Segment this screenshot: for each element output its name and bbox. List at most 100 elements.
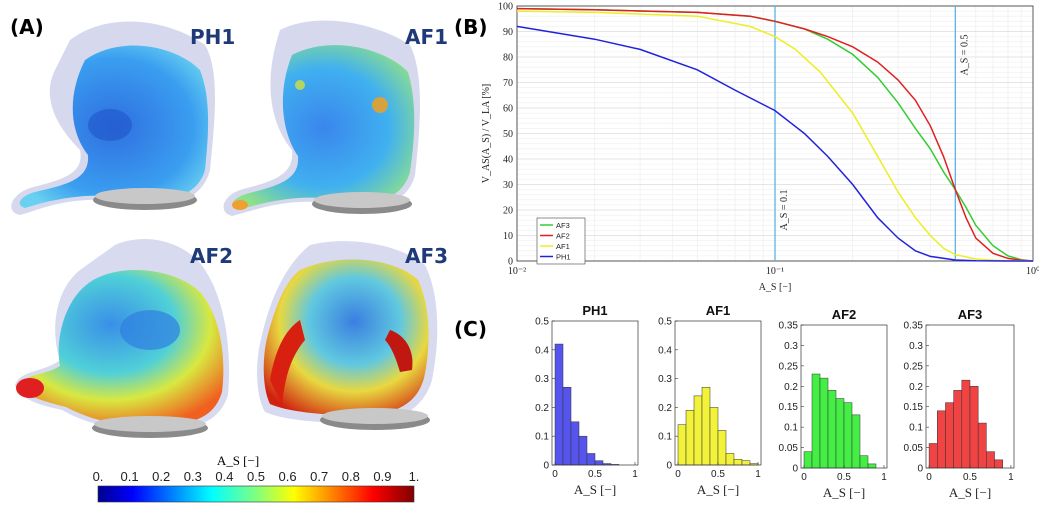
series-line-ph1 bbox=[516, 25, 1033, 262]
histogram-bar bbox=[578, 435, 588, 466]
y-tick-label: 0.35 bbox=[904, 321, 924, 332]
colorbar-tick-label: 1. bbox=[409, 469, 420, 484]
y-tick-label: 0.3 bbox=[658, 374, 672, 385]
histogram-bar bbox=[977, 422, 987, 469]
x-tick-label: 0.5 bbox=[588, 469, 602, 480]
histogram-af1: AF1 0 0.1 0.2 0.3 0.4 0.5 0 0.5 1 A_S [−] bbox=[658, 303, 762, 497]
x-tick-label: 10⁰ bbox=[1026, 266, 1039, 277]
histogram-bar bbox=[586, 453, 596, 466]
histogram-bar bbox=[827, 390, 837, 469]
colorbar-tick-label: 0.7 bbox=[310, 469, 328, 484]
y-tick-label: 0.4 bbox=[535, 345, 549, 356]
y-tick-label: 0.35 bbox=[779, 321, 799, 332]
histogram-bar bbox=[961, 379, 971, 469]
y-axis-label: V_AS(A_S) / V_LA [%] bbox=[481, 84, 492, 184]
histogram-af3: AF3 0 0.05 0.1 0.15 0.2 0.25 0.3 0.35 0 0.5 1 A_S [−… bbox=[904, 307, 1015, 500]
colorbar-tick-label: 0.6 bbox=[279, 469, 297, 484]
x-axis-label: A_S [−] bbox=[574, 482, 616, 497]
series-line-af1 bbox=[516, 10, 1034, 262]
histogram-title: AF2 bbox=[832, 307, 857, 322]
x-tick-label: 1 bbox=[1008, 472, 1014, 483]
x-axis-label: A_S [−] bbox=[823, 485, 865, 500]
panel-b-letter: (B) bbox=[454, 15, 488, 39]
y-tick-label: 30 bbox=[503, 180, 513, 191]
y-tick-label: 50 bbox=[503, 129, 513, 140]
y-tick-label: 70 bbox=[503, 78, 513, 89]
x-tick-label: 0 bbox=[801, 472, 807, 483]
y-tick-label: 40 bbox=[503, 155, 513, 166]
histogram-bar bbox=[867, 463, 877, 469]
histogram-title: AF1 bbox=[706, 303, 731, 318]
y-tick-label: 0.25 bbox=[904, 361, 924, 372]
atrium-render-ph1 bbox=[11, 21, 215, 216]
chart-c-histograms: PH1 0 0.1 0.2 0.3 0.4 0.5 0 0.5 1 A_S [−] AF1 0 0.1 0.… bbox=[535, 303, 1015, 500]
y-tick-label: 0 bbox=[792, 464, 798, 475]
y-tick-label: 0.3 bbox=[909, 341, 923, 352]
y-tick-label: 0.4 bbox=[658, 345, 672, 356]
y-tick-label: 0.15 bbox=[904, 402, 924, 413]
colorbar-tick-label: 0.5 bbox=[247, 469, 265, 484]
histogram-bar bbox=[562, 386, 572, 466]
colorbar-tick-label: 0.9 bbox=[373, 469, 391, 484]
histogram-bar bbox=[701, 386, 711, 466]
atrium-render-af3 bbox=[257, 241, 438, 430]
histogram-bar bbox=[594, 460, 604, 466]
y-tick-label: 10 bbox=[503, 231, 513, 242]
histogram-bar bbox=[803, 451, 813, 469]
y-tick-label: 0.5 bbox=[658, 317, 672, 328]
histogram-bar bbox=[851, 414, 861, 469]
histogram-ph1: PH1 0 0.1 0.2 0.3 0.4 0.5 0 0.5 1 A_S [−] bbox=[535, 303, 639, 497]
atrium-render-af2 bbox=[15, 239, 230, 438]
y-tick-label: 0.2 bbox=[784, 382, 798, 393]
histogram-title: PH1 bbox=[582, 303, 607, 318]
x-tick-label: 0.5 bbox=[837, 472, 851, 483]
y-tick-label: 0.3 bbox=[535, 374, 549, 385]
y-tick-label: 90 bbox=[503, 27, 513, 38]
legend-entry: AF2 bbox=[556, 232, 570, 241]
histogram-bar bbox=[811, 373, 821, 469]
y-tick-label: 0.2 bbox=[909, 382, 923, 393]
y-tick-label: 60 bbox=[503, 104, 513, 115]
colorbar-tick-label: 0.1 bbox=[121, 469, 139, 484]
y-tick-label: 0.5 bbox=[535, 317, 549, 328]
y-tick-label: 0.15 bbox=[779, 402, 799, 413]
case-label-ph1: PH1 bbox=[190, 25, 235, 49]
histogram-af2: AF2 0 0.05 0.1 0.15 0.2 0.25 0.3 0.35 0 0.5 1 A_S [−… bbox=[779, 307, 888, 500]
case-label-af1: AF1 bbox=[405, 25, 448, 49]
histogram-bar bbox=[693, 395, 703, 466]
histogram-bar bbox=[554, 343, 564, 466]
y-tick-label: 0.1 bbox=[784, 423, 798, 434]
y-tick-label: 0.2 bbox=[535, 403, 549, 414]
histogram-bar bbox=[986, 451, 995, 469]
histogram-bar bbox=[994, 459, 1003, 469]
histogram-bar bbox=[733, 458, 743, 466]
y-tick-label: 0.2 bbox=[658, 403, 672, 414]
y-tick-label: 0.1 bbox=[658, 432, 672, 443]
legend-entry: PH1 bbox=[556, 253, 571, 262]
x-tick-label: 1 bbox=[755, 469, 761, 480]
legend-entry: AF3 bbox=[556, 221, 570, 230]
y-tick-label: 20 bbox=[503, 206, 513, 217]
histogram-bar bbox=[677, 424, 687, 466]
histogram-bar bbox=[969, 386, 979, 469]
atrium-render-af1 bbox=[223, 20, 420, 216]
y-tick-label: 0 bbox=[666, 461, 672, 472]
x-tick-label: 1 bbox=[881, 472, 887, 483]
histogram-bar bbox=[685, 410, 695, 466]
histogram-bar bbox=[741, 460, 751, 466]
x-tick-label: 0 bbox=[552, 469, 558, 480]
histogram-bar bbox=[937, 410, 946, 469]
y-tick-label: 0.3 bbox=[784, 341, 798, 352]
x-tick-label: 10⁻² bbox=[508, 266, 526, 277]
x-axis-label: A_S [−] bbox=[697, 482, 739, 497]
y-tick-label: 0.05 bbox=[904, 443, 924, 454]
x-axis-label: A_S [−] bbox=[759, 282, 792, 293]
colorbar-ticks: 0. 0.1 0.2 0.3 0.4 0.5 0.6 0.7 0.8 0.9 1. bbox=[93, 469, 420, 484]
y-tick-label: 0 bbox=[508, 257, 513, 268]
histogram-bar bbox=[570, 421, 580, 466]
histogram-bar bbox=[709, 407, 719, 466]
x-tick-label: 0 bbox=[926, 472, 932, 483]
colorbar bbox=[97, 485, 415, 503]
colorbar-tick-label: 0.8 bbox=[342, 469, 360, 484]
